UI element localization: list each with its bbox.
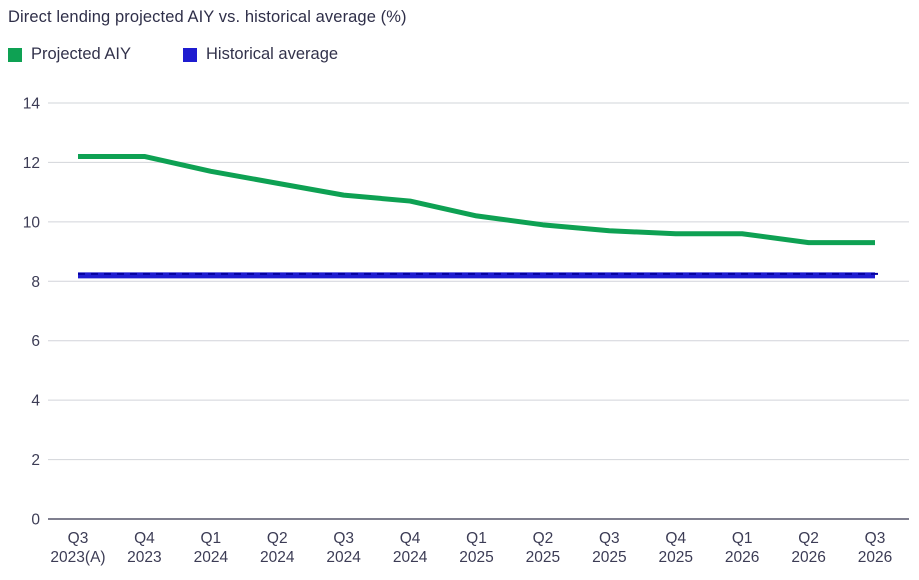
x-axis-label-quarter: Q2 bbox=[533, 530, 554, 547]
x-axis-label-year: 2026 bbox=[791, 549, 825, 566]
x-axis-label-quarter: Q1 bbox=[200, 530, 221, 547]
x-axis-label-quarter: Q3 bbox=[599, 530, 620, 547]
x-axis-label-year: 2025 bbox=[592, 549, 626, 566]
x-axis-label-year: 2024 bbox=[260, 549, 295, 566]
legend-item-projected-aiy: Projected AIY bbox=[8, 45, 131, 64]
legend-item-historical-average: Historical average bbox=[182, 45, 339, 64]
x-axis-label-quarter: Q2 bbox=[267, 530, 288, 547]
x-axis-label-quarter: Q4 bbox=[400, 530, 421, 547]
legend-label-projected-aiy: Projected AIY bbox=[31, 45, 131, 63]
x-axis-label-year: 2024 bbox=[393, 549, 428, 566]
y-axis-label: 6 bbox=[31, 333, 40, 350]
x-axis-label-year: 2025 bbox=[459, 549, 493, 566]
x-axis-label-year: 2026 bbox=[725, 549, 759, 566]
x-axis-label-year: 2026 bbox=[858, 549, 892, 566]
y-axis-label: 0 bbox=[31, 512, 40, 529]
y-axis-label: 8 bbox=[31, 274, 40, 291]
x-axis-label-quarter: Q2 bbox=[798, 530, 819, 547]
x-axis-label-year: 2025 bbox=[659, 549, 693, 566]
projected-aiy-line bbox=[78, 153, 875, 246]
x-axis-label-quarter: Q3 bbox=[865, 530, 886, 547]
x-axis-label-year: 2024 bbox=[326, 549, 361, 566]
historical-average-swatch bbox=[182, 47, 197, 62]
y-axis-label: 14 bbox=[23, 96, 41, 113]
legend: Projected AIY Historical average bbox=[8, 45, 338, 64]
x-axis-label-quarter: Q4 bbox=[134, 530, 155, 547]
x-axis-label-year: 2025 bbox=[526, 549, 560, 566]
x-axis-label-year: 2023(A) bbox=[50, 549, 105, 566]
y-axis-label: 4 bbox=[31, 393, 40, 410]
projected-aiy-swatch bbox=[8, 47, 22, 62]
y-axis-label: 10 bbox=[23, 214, 41, 231]
chart-title: Direct lending projected AIY vs. histori… bbox=[8, 8, 407, 26]
x-axis-label-quarter: Q1 bbox=[732, 530, 753, 547]
x-axis-label-quarter: Q1 bbox=[466, 530, 487, 547]
x-axis-label-year: 2023 bbox=[127, 549, 161, 566]
legend-label-historical-average: Historical average bbox=[205, 45, 339, 63]
y-axis-label: 2 bbox=[31, 452, 40, 469]
x-axis-label-quarter: Q3 bbox=[68, 530, 89, 547]
x-axis-label-quarter: Q3 bbox=[333, 530, 354, 547]
x-axis-label-year: 2024 bbox=[194, 549, 229, 566]
y-axis-label: 12 bbox=[23, 155, 40, 172]
x-axis-label-quarter: Q4 bbox=[665, 530, 686, 547]
